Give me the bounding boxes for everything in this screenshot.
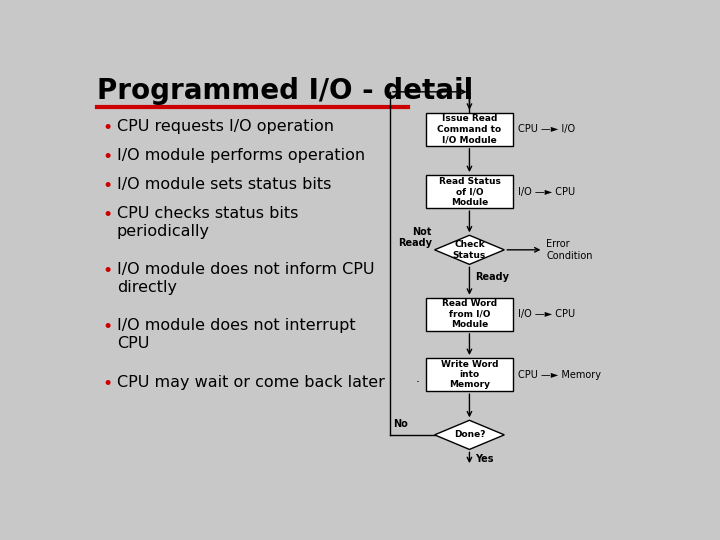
FancyBboxPatch shape	[426, 113, 513, 146]
Polygon shape	[435, 420, 504, 449]
Text: •: •	[102, 319, 112, 336]
Text: CPU requests I/O operation: CPU requests I/O operation	[117, 119, 334, 134]
Text: •: •	[102, 148, 112, 166]
Text: I/O module does not inform CPU
directly: I/O module does not inform CPU directly	[117, 262, 374, 295]
Text: CPU —► I/O: CPU —► I/O	[518, 124, 575, 134]
Text: Not
Ready: Not Ready	[397, 227, 432, 248]
Text: Done?: Done?	[454, 430, 485, 440]
Text: •: •	[102, 177, 112, 195]
Text: CPU —► Memory: CPU —► Memory	[518, 369, 601, 380]
Text: Yes: Yes	[475, 454, 493, 463]
Text: Issue Read
Command to
I/O Module: Issue Read Command to I/O Module	[437, 114, 502, 144]
FancyBboxPatch shape	[426, 358, 513, 391]
Text: Check
Status: Check Status	[453, 240, 486, 260]
Text: I/O module does not interrupt
CPU: I/O module does not interrupt CPU	[117, 319, 356, 351]
Text: Ready: Ready	[475, 272, 509, 282]
FancyBboxPatch shape	[426, 298, 513, 331]
Text: Error
Condition: Error Condition	[546, 239, 593, 261]
Text: Write Word
into
Memory: Write Word into Memory	[441, 360, 498, 389]
Text: Programmed I/O - detail: Programmed I/O - detail	[96, 77, 473, 105]
Text: I/O module performs operation: I/O module performs operation	[117, 148, 365, 163]
Text: CPU may wait or come back later: CPU may wait or come back later	[117, 375, 384, 389]
Text: I/O —► CPU: I/O —► CPU	[518, 309, 575, 319]
Text: I/O module sets status bits: I/O module sets status bits	[117, 177, 331, 192]
Text: •: •	[102, 262, 112, 280]
Text: .: .	[416, 372, 420, 385]
FancyBboxPatch shape	[426, 175, 513, 208]
Text: Read Word
from I/O
Module: Read Word from I/O Module	[442, 299, 497, 329]
Text: I/O —► CPU: I/O —► CPU	[518, 187, 575, 197]
Polygon shape	[435, 235, 504, 265]
Text: No: No	[392, 418, 408, 429]
Text: •: •	[102, 375, 112, 393]
Text: Read Status
of I/O
Module: Read Status of I/O Module	[438, 177, 500, 206]
Text: •: •	[102, 206, 112, 224]
Text: •: •	[102, 119, 112, 137]
Text: CPU checks status bits
periodically: CPU checks status bits periodically	[117, 206, 298, 239]
